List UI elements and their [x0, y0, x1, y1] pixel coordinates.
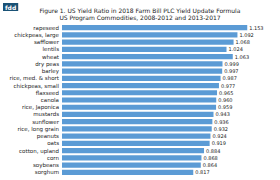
svg-text:0.987: 0.987 [223, 75, 237, 81]
svg-text:1.153: 1.153 [249, 25, 263, 31]
svg-text:rice, med. & short: rice, med. & short [9, 75, 59, 81]
svg-text:1.068: 1.068 [236, 39, 250, 45]
svg-text:sunflower: sunflower [32, 119, 60, 125]
svg-text:0.868: 0.868 [203, 155, 217, 161]
svg-text:US Program Commodities, 2008-2: US Program Commodities, 2008-2012 and 20… [59, 14, 220, 22]
svg-text:0.919: 0.919 [212, 140, 226, 146]
svg-text:dry peas: dry peas [35, 61, 59, 68]
svg-text:cotton, upland: cotton, upland [19, 148, 59, 155]
svg-text:lentils: lentils [43, 46, 60, 52]
svg-text:1.024: 1.024 [229, 46, 243, 52]
svg-text:rice, Japonica: rice, Japonica [22, 104, 59, 111]
svg-text:0.817: 0.817 [195, 169, 209, 175]
svg-text:1.092: 1.092 [239, 32, 253, 38]
svg-text:sorghum: sorghum [35, 169, 59, 176]
svg-text:rapeseed: rapeseed [33, 25, 59, 32]
svg-text:corn: corn [47, 155, 60, 161]
svg-text:0.960: 0.960 [218, 97, 232, 103]
svg-text:0.936: 0.936 [214, 119, 228, 125]
svg-text:barley: barley [42, 68, 60, 75]
svg-text:0.924: 0.924 [212, 133, 226, 139]
svg-text:0.997: 0.997 [224, 68, 238, 74]
svg-text:0.864: 0.864 [203, 162, 217, 168]
svg-text:0.959: 0.959 [218, 104, 232, 110]
svg-text:0.999: 0.999 [224, 61, 238, 67]
svg-text:1.063: 1.063 [235, 54, 249, 60]
svg-text:wheat: wheat [42, 54, 60, 60]
svg-text:fdd: fdd [5, 4, 16, 11]
svg-text:peanuts: peanuts [37, 133, 59, 140]
svg-text:0.884: 0.884 [206, 148, 220, 154]
svg-text:0.943: 0.943 [215, 111, 229, 117]
svg-text:0.965: 0.965 [219, 90, 233, 96]
svg-text:safflower: safflower [34, 39, 60, 45]
svg-text:0.932: 0.932 [214, 126, 228, 132]
svg-text:rice, long grain: rice, long grain [18, 126, 60, 133]
svg-text:oats: oats [47, 140, 59, 146]
svg-text:flaxseed: flaxseed [36, 90, 59, 96]
svg-text:mustards: mustards [33, 111, 59, 117]
svg-text:chickpeas, large: chickpeas, large [14, 32, 59, 39]
svg-text:0.977: 0.977 [221, 83, 235, 89]
svg-text:canola: canola [41, 97, 59, 103]
svg-text:soybeans: soybeans [33, 162, 59, 169]
svg-text:chickpeas, small: chickpeas, small [13, 83, 59, 90]
svg-text:Figure 1. US Yield Ratio in 20: Figure 1. US Yield Ratio in 2018 Farm Bi… [39, 6, 241, 14]
